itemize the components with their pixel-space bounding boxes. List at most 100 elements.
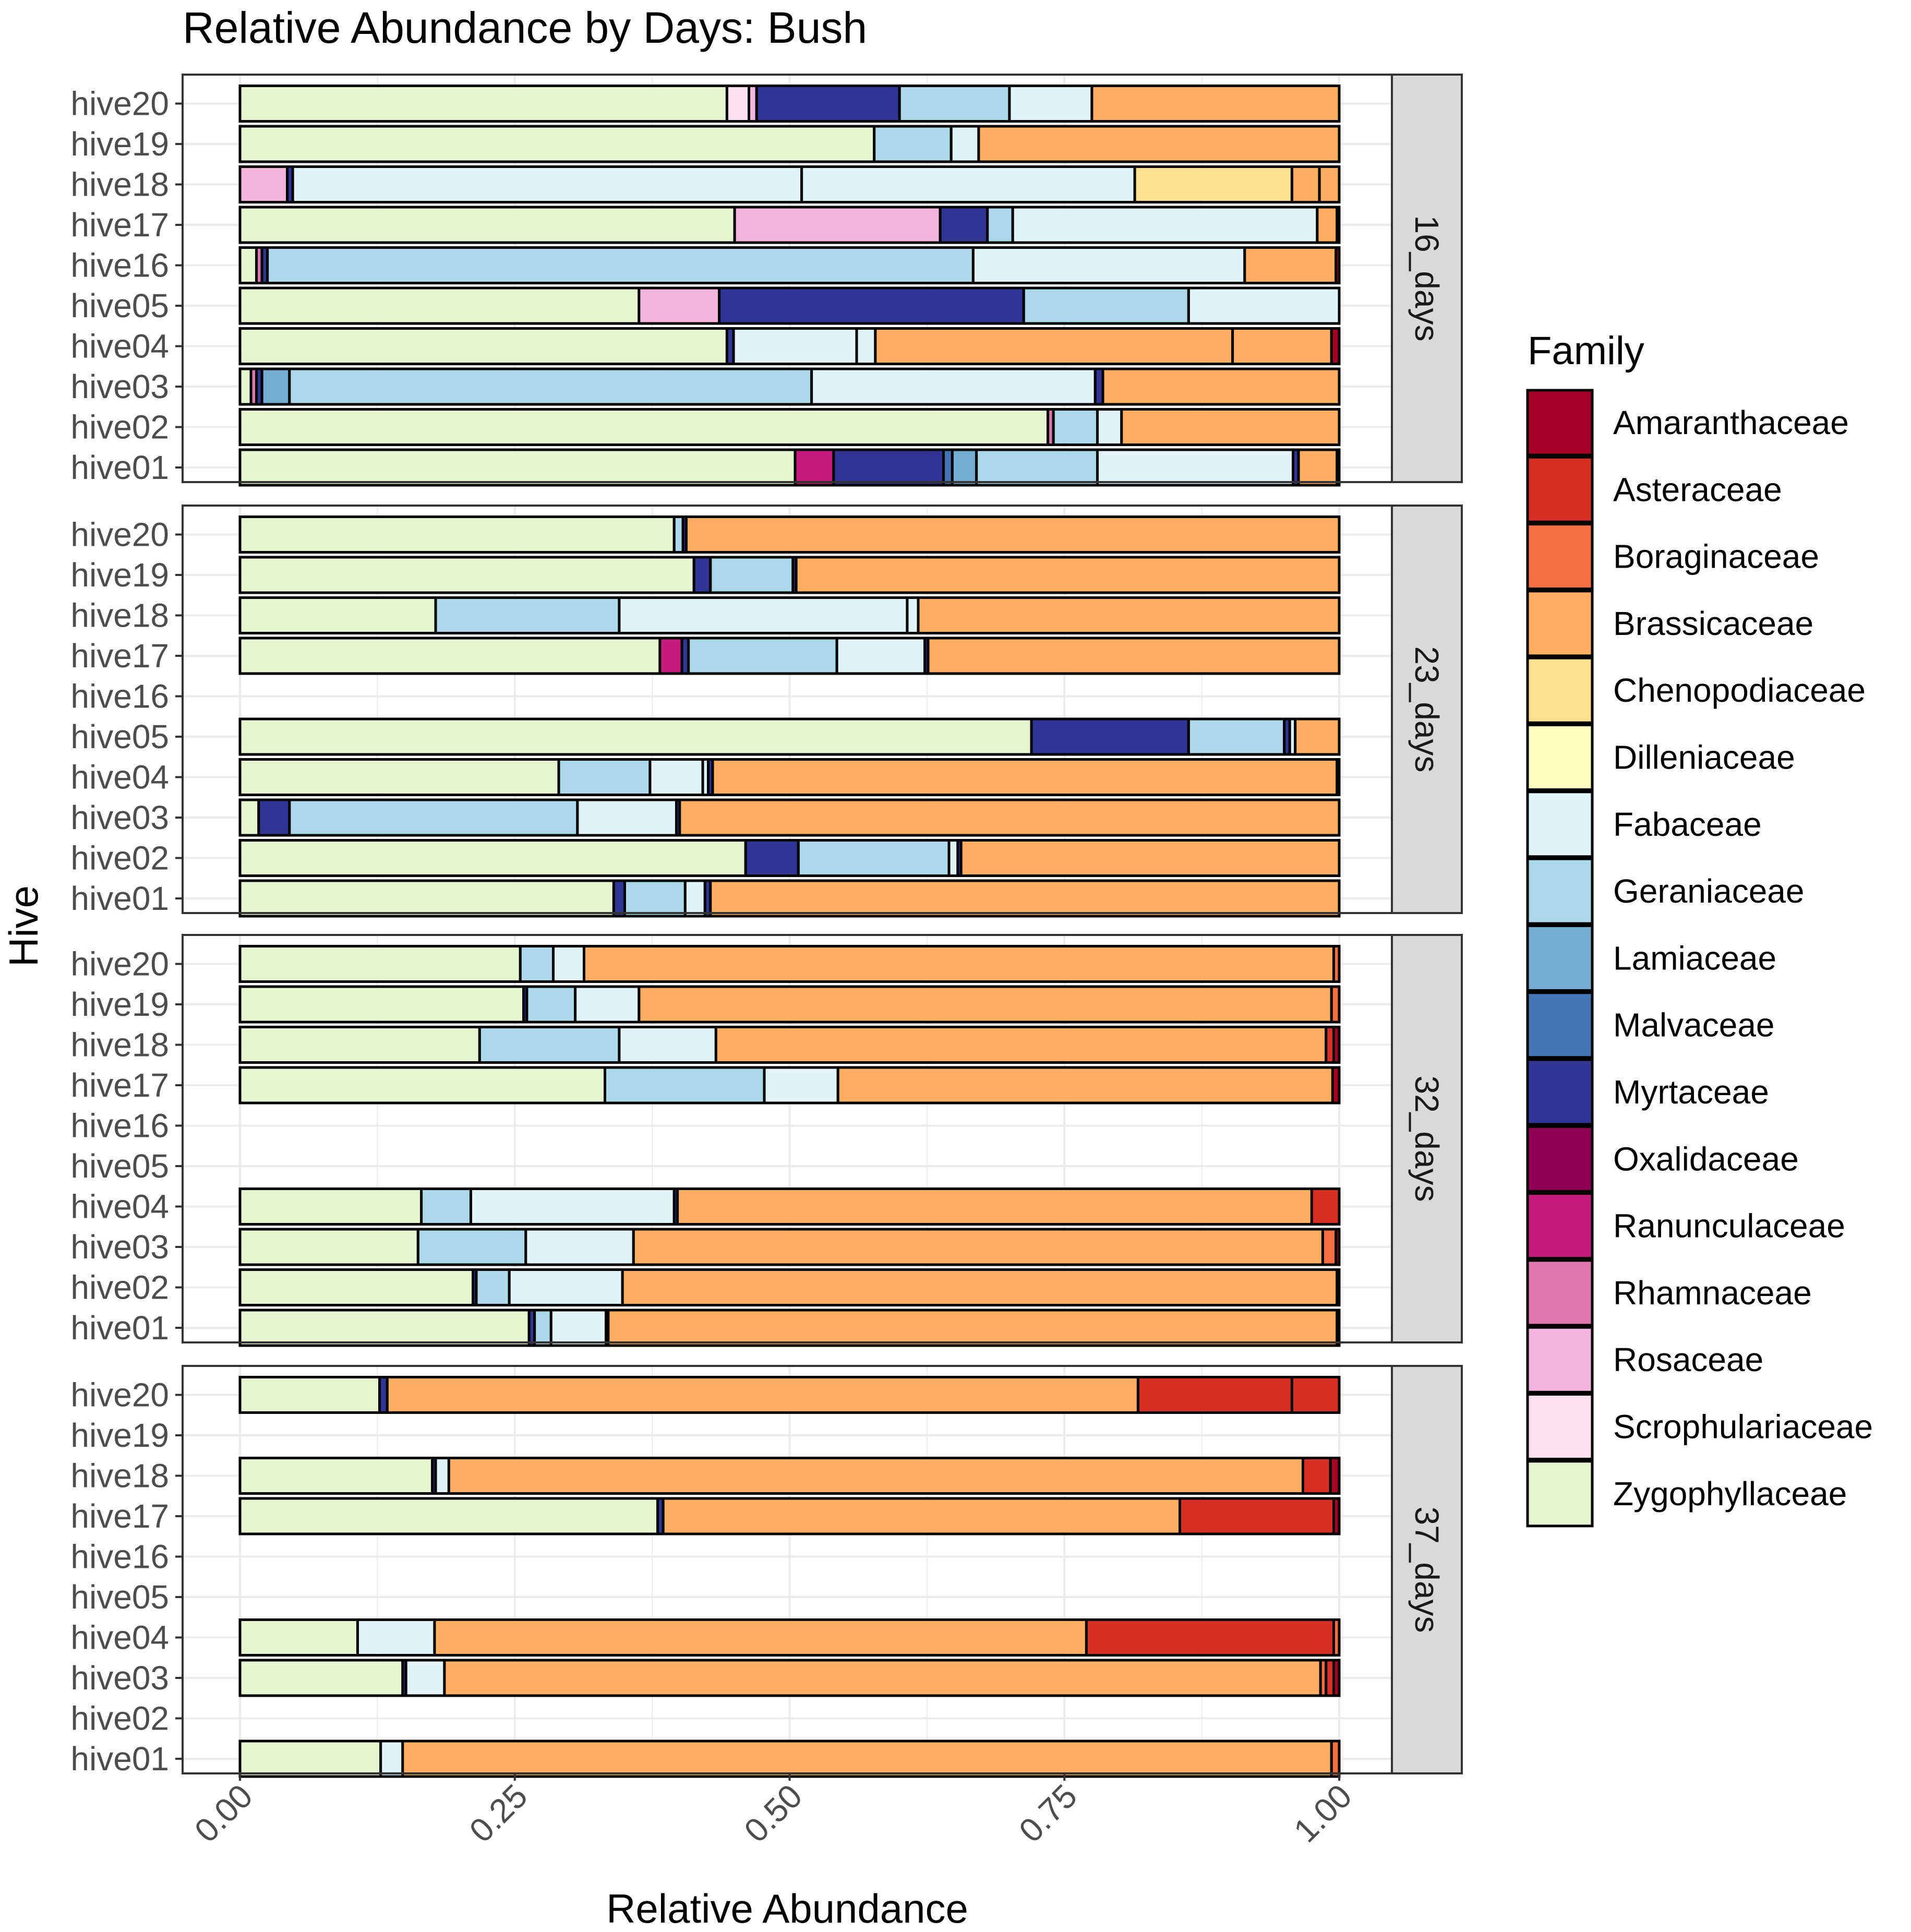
legend-label: Brassicaceae <box>1613 605 1813 642</box>
bar-32_days-hive17 <box>238 1066 1341 1105</box>
bar-segment-brassicaceae <box>1290 165 1321 203</box>
bar-segment-asteraceae <box>1301 1457 1332 1495</box>
bar-segment-myrtaceae <box>1030 717 1190 756</box>
bar-segment-myrtaceae <box>718 286 1025 325</box>
y-tick-label: hive20 <box>70 85 169 123</box>
bar-segment-zygophyllaceae <box>238 879 615 918</box>
bar-segment-zygophyllaceae <box>238 798 260 837</box>
bar-segment-brassicaceae <box>795 556 1341 594</box>
bar-segment-fabaceae <box>906 596 920 634</box>
bar-segment-brassicaceae <box>836 1066 1334 1105</box>
bar-segment-brassicaceae <box>959 839 1341 877</box>
bar-segment-brassicaceae <box>433 1618 1088 1657</box>
bar-segment-zygophyllaceae <box>238 408 1050 446</box>
bar-32_days-hive18 <box>238 1026 1341 1064</box>
bar-segment-brassicaceae <box>874 327 1234 365</box>
legend-key <box>1526 1192 1594 1260</box>
bar-segment-fabaceae <box>618 596 909 634</box>
bar-segment-brassicaceae <box>1231 327 1333 365</box>
bar-32_days-hive03 <box>238 1228 1341 1266</box>
bar-segment-geraniaceae <box>873 125 953 163</box>
bar-segment-zygophyllaceae <box>238 1228 419 1266</box>
bar-37_days-hive03 <box>238 1659 1341 1697</box>
chart-title: Relative Abundance by Days: Bush <box>183 3 867 52</box>
bar-32_days-hive01 <box>238 1309 1341 1347</box>
bar-32_days-hive04 <box>238 1187 1341 1226</box>
bar-segment-zygophyllaceae <box>238 839 747 877</box>
y-tick-label: hive03 <box>70 1659 169 1697</box>
y-tick-label: hive04 <box>70 1188 169 1226</box>
bar-segment-fabaceae <box>551 945 585 983</box>
y-tick-label: hive17 <box>70 1497 169 1535</box>
bar-segment-geraniaceae <box>898 85 1011 123</box>
bar-segment-fabaceae <box>574 985 641 1024</box>
legend-label: Chenopodiaceae <box>1613 671 1866 709</box>
y-axis-title: Hive <box>1 885 46 967</box>
bar-segment-amaranthaceae <box>1331 1066 1341 1105</box>
y-tick-label: hive01 <box>70 880 169 917</box>
y-tick-label: hive16 <box>70 1538 169 1576</box>
bar-23_days-hive01 <box>238 879 1341 918</box>
y-tick-label: hive01 <box>70 1309 169 1347</box>
bar-segment-fabaceae <box>524 1228 635 1266</box>
bar-segment-fabaceae <box>1008 85 1093 123</box>
bar-segment-chenopodiaceae <box>1133 165 1293 203</box>
bar-segment-geraniaceae <box>288 367 813 406</box>
bar-16_days-hive02 <box>238 408 1341 446</box>
bar-segment-geraniaceae <box>709 556 795 594</box>
bar-segment-zygophyllaceae <box>238 206 736 244</box>
bar-segment-zygophyllaceae <box>238 985 525 1024</box>
bar-segment-scrophulariaceae <box>725 85 751 123</box>
bar-segment-brassicaceae <box>1090 85 1341 123</box>
legend-item-fabaceae: Fabaceae <box>1526 790 1762 858</box>
y-tick-label: hive20 <box>70 945 169 983</box>
bar-segment-geraniaceae <box>797 839 951 877</box>
bar-segment-fabaceae <box>648 758 704 796</box>
y-tick-label: hive05 <box>70 1147 169 1185</box>
bar-segment-rosaceae <box>733 206 942 244</box>
bar-segment-myrtaceae <box>612 879 626 918</box>
y-tick-label: hive16 <box>70 678 169 715</box>
bar-segment-fabaceae <box>549 1309 608 1347</box>
bar-segment-brassicaceae <box>1101 367 1341 406</box>
legend-label: Geraniaceae <box>1613 872 1804 910</box>
bar-segment-geraniaceae <box>434 596 621 634</box>
legend-title: Family <box>1528 329 1644 373</box>
y-tick-label: hive04 <box>70 759 169 796</box>
legend-label: Myrtaceae <box>1613 1073 1769 1111</box>
legend-key <box>1526 1259 1594 1327</box>
bar-segment-zygophyllaceae <box>238 515 676 554</box>
bar-segment-asteraceae <box>1178 1497 1335 1535</box>
y-tick-label: hive18 <box>70 166 169 203</box>
facet-strip-label: 16_days <box>1408 215 1446 342</box>
bar-segment-amaranthaceae <box>1329 1457 1341 1495</box>
legend-label: Rosaceae <box>1613 1341 1763 1378</box>
x-axis-title: Relative Abundance <box>606 1886 968 1931</box>
bar-16_days-hive20 <box>238 85 1341 123</box>
legend-key <box>1526 1326 1594 1394</box>
y-tick-label: hive01 <box>70 449 169 486</box>
bar-segment-zygophyllaceae <box>238 556 695 594</box>
bar-segment-fabaceae <box>855 327 877 365</box>
bar-segment-amaranthaceae <box>1332 1659 1341 1697</box>
bar-segment-brassicaceae <box>1120 408 1341 446</box>
legend-label: Malvaceae <box>1613 1006 1775 1044</box>
facet-strip <box>1391 74 1463 483</box>
bar-16_days-hive17 <box>238 206 1341 244</box>
legend-key <box>1526 924 1594 992</box>
bar-segment-boraginaceae <box>1330 1739 1341 1778</box>
bar-segment-zygophyllaceae <box>238 85 728 123</box>
y-tick-label: hive03 <box>70 799 169 836</box>
bar-16_days-hive18 <box>238 165 1341 203</box>
bar-segment-brassicaceae <box>977 125 1341 163</box>
legend-label: Lamiaceae <box>1613 939 1776 977</box>
legend-key <box>1526 857 1594 925</box>
legend-key <box>1526 991 1594 1059</box>
bar-segment-brassicaceae <box>714 1026 1328 1064</box>
legend-label: Dilleniaceae <box>1613 739 1795 776</box>
legend-item-chenopodiaceae: Chenopodiaceae <box>1526 656 1866 724</box>
legend-item-ranunculaceae: Ranunculaceae <box>1526 1192 1845 1260</box>
bar-segment-fabaceae <box>835 637 927 675</box>
legend-key <box>1526 1460 1594 1528</box>
y-tick-label: hive05 <box>70 718 169 755</box>
